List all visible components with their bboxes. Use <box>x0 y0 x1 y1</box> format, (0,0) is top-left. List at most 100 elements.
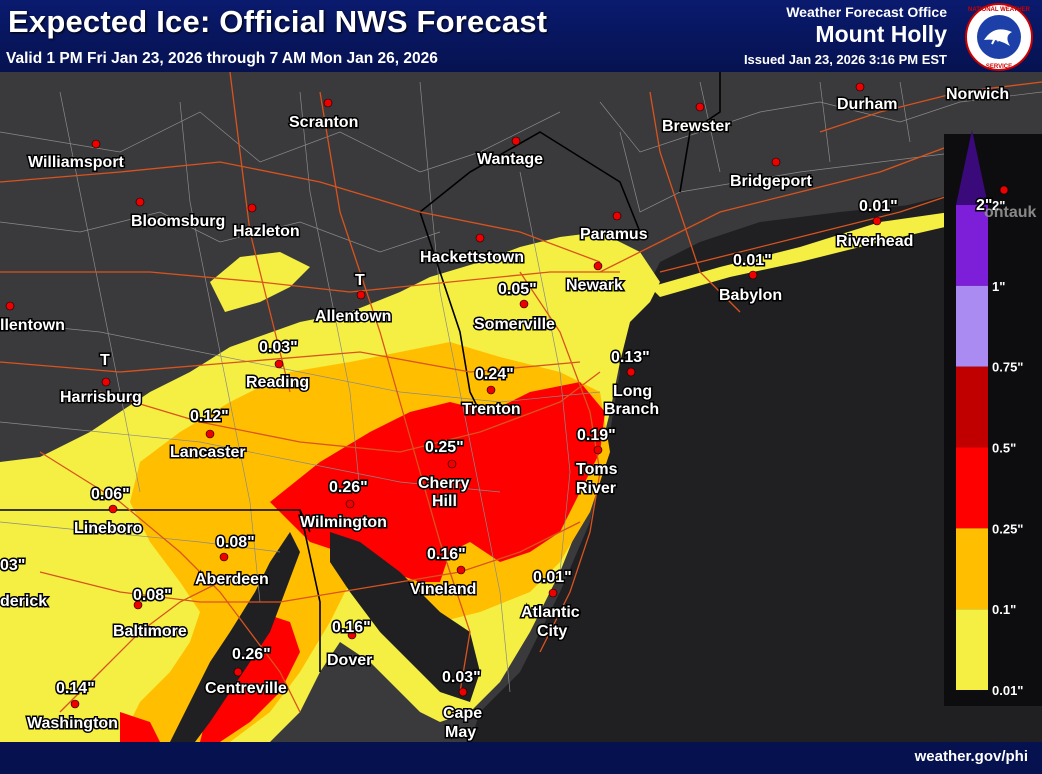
ice-forecast-map: 2" 1" 0.75" 0.5" 0.25" 0.1" 0.01" <box>0 72 1042 742</box>
amount-cherry-hill: 0.25" <box>425 439 464 456</box>
legend-swatch <box>956 528 988 610</box>
city-label-lineboro: Lineboro <box>74 520 143 537</box>
city-marker-atlantic-city <box>548 588 558 598</box>
ice-zone-025-dc <box>120 712 160 742</box>
header-bar: Expected Ice: Official NWS Forecast Vali… <box>0 0 1042 72</box>
amount-harrisburg: T <box>100 352 110 369</box>
legend-swatch <box>956 609 988 690</box>
legend-swatch <box>956 447 988 529</box>
ice-zone-025 <box>270 382 605 582</box>
city-marker-dover <box>347 630 357 640</box>
amount-vineland: 0.16" <box>427 546 466 563</box>
legend-label: 0.1" <box>992 602 1016 617</box>
city-marker-vineland <box>456 565 466 575</box>
city-marker-williamsport <box>91 139 101 149</box>
city-marker-washington <box>70 699 80 709</box>
city-label-lancaster: Lancaster <box>170 444 246 461</box>
amount-cape-may: 0.03" <box>442 669 481 686</box>
city-label-williamsport: Williamsport <box>28 154 125 171</box>
ice-legend: 2" 1" 0.75" 0.5" 0.25" 0.1" 0.01" <box>944 130 1042 706</box>
city-marker-allentown-left <box>5 301 15 311</box>
city-label-montauk: ontauk <box>984 204 1037 221</box>
city-marker-babylon <box>748 270 758 280</box>
city-label-scranton: Scranton <box>289 114 358 131</box>
delaware-bay <box>330 532 480 702</box>
map-title: Expected Ice: Official NWS Forecast <box>8 4 548 39</box>
city-label-long-branch-1: Long <box>613 383 652 400</box>
amount-toms-river: 0.19" <box>577 427 616 444</box>
city-marker-baltimore <box>133 600 143 610</box>
city-label-toms-river-1: Toms <box>576 461 618 478</box>
city-marker-harrisburg <box>101 377 111 387</box>
city-label-baltimore: Baltimore <box>113 623 187 640</box>
city-label-brewster: Brewster <box>662 118 730 135</box>
chesapeake-bay <box>170 532 300 742</box>
city-label-cherry-hill-2: Hill <box>432 493 457 510</box>
city-marker-long-branch <box>626 367 636 377</box>
city-label-wilmington: Wilmington <box>300 514 387 531</box>
legend-label: 0.01" <box>992 683 1023 698</box>
city-label-allentown: Allentown <box>315 308 391 325</box>
amount-trenton: 0.24" <box>475 366 514 383</box>
city-marker-wantage <box>511 136 521 146</box>
legend-label: 2" <box>992 198 1005 213</box>
legend-label: 0.75" <box>992 360 1023 375</box>
legend-swatch <box>956 285 988 367</box>
amount-atlantic-city: 0.01" <box>533 569 572 586</box>
city-label-trenton: Trenton <box>462 401 521 418</box>
long-island-ice-zone <box>650 212 950 297</box>
city-label-babylon: Babylon <box>719 287 782 304</box>
city-label-centreville: Centreville <box>205 680 287 697</box>
amount-dover: 0.16" <box>332 619 371 636</box>
nws-logo-icon: NATIONAL WEATHER SERVICE <box>965 3 1033 71</box>
city-labels: Scranton Williamsport Wantage Brewster D… <box>0 85 1037 743</box>
issued-time: Issued Jan 23, 2026 3:16 PM EST <box>743 52 947 67</box>
city-label-allentown-left: llentown <box>0 317 65 334</box>
amount-centreville: 0.26" <box>232 646 271 663</box>
footer-bar: weather.gov/phi <box>0 742 1042 774</box>
svg-text:SERVICE: SERVICE <box>986 64 1012 70</box>
city-marker-riverhead <box>872 216 882 226</box>
city-marker-brewster <box>695 102 705 112</box>
amount-lancaster: 0.12" <box>190 408 229 425</box>
city-label-toms-river-2: River <box>576 480 616 497</box>
city-label-frederick: derick <box>0 593 47 610</box>
city-marker-newark <box>593 261 603 271</box>
legend-label: 1" <box>992 279 1005 294</box>
city-label-wantage: Wantage <box>477 151 543 168</box>
city-marker-wilmington <box>345 499 355 509</box>
city-label-somerville: Somerville <box>474 316 555 333</box>
city-marker-scranton <box>323 98 333 108</box>
amount-montauk: 2" <box>976 197 992 214</box>
city-label-cherry-hill-1: Cherry <box>418 475 470 492</box>
city-label-durham: Durham <box>837 96 897 113</box>
city-label-cape-may-1: Cape <box>443 705 482 722</box>
office-name: Mount Holly <box>815 21 947 47</box>
city-label-harrisburg: Harrisburg <box>60 389 142 406</box>
city-label-newark: Newark <box>566 277 623 294</box>
city-marker-trenton <box>486 385 496 395</box>
state-lines <box>0 72 721 672</box>
city-marker-montauk <box>999 185 1009 195</box>
city-label-hazleton: Hazleton <box>233 223 300 240</box>
city-markers <box>5 82 1009 709</box>
city-marker-paramus <box>612 211 622 221</box>
city-marker-allentown <box>356 290 366 300</box>
ice-zone-025-delmarva <box>200 612 300 742</box>
city-marker-hazleton <box>247 203 257 213</box>
footer-url-link[interactable]: weather.gov/phi <box>914 748 1028 765</box>
amount-washington: 0.14" <box>56 680 95 697</box>
amount-allentown: T <box>355 272 365 289</box>
city-marker-lancaster <box>205 429 215 439</box>
city-marker-aberdeen <box>219 552 229 562</box>
amount-riverhead: 0.01" <box>859 198 898 215</box>
city-label-washington: Washington <box>27 715 118 732</box>
amount-frederick: 03" <box>0 557 25 574</box>
city-marker-cherry-hill <box>447 459 457 469</box>
city-marker-lineboro <box>108 504 118 514</box>
city-marker-bridgeport <box>771 157 781 167</box>
amount-long-branch: 0.13" <box>611 349 650 366</box>
city-label-cape-may-2: May <box>445 724 476 741</box>
roads <box>0 72 1042 713</box>
city-label-reading: Reading <box>246 374 309 391</box>
